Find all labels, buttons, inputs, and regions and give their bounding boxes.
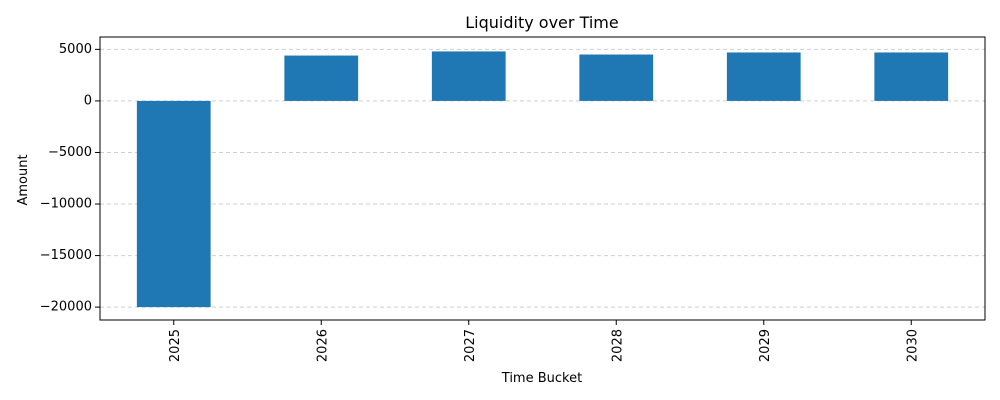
grid-layer xyxy=(100,48,985,308)
y-tick-label: −15000 xyxy=(40,248,92,263)
x-tick-label-2030: 2030 xyxy=(905,329,920,362)
x-tick-label-2029: 2029 xyxy=(758,329,773,362)
bar-2025 xyxy=(136,100,211,308)
x-axis-label: Time Bucket xyxy=(501,371,582,386)
y-tick-label: 0 xyxy=(84,93,92,108)
bar-2027 xyxy=(431,51,506,101)
x-tick-label-2027: 2027 xyxy=(463,329,478,362)
chart-title: Liquidity over Time xyxy=(465,13,618,32)
bar-2030 xyxy=(874,52,949,101)
y-tick-label: −10000 xyxy=(40,197,92,212)
x-tick-label-2025: 2025 xyxy=(168,329,183,362)
y-tick-label: −20000 xyxy=(40,300,92,315)
y-axis: 5000 0 −5000 −10000 −15000 −20000 xyxy=(40,42,100,315)
plot-frame xyxy=(99,36,986,321)
y-tick-label: 5000 xyxy=(59,42,92,57)
y-axis-label: Amount xyxy=(16,154,31,205)
bar-2026 xyxy=(284,55,359,101)
x-tick-label-2028: 2028 xyxy=(610,329,625,362)
bar-2029 xyxy=(726,52,801,101)
y-tick-label: −5000 xyxy=(48,145,92,160)
x-axis: 2025 2026 2027 2028 2029 2030 xyxy=(168,320,920,362)
x-tick-label-2026: 2026 xyxy=(315,329,330,362)
bar-layer xyxy=(136,51,949,308)
bar-2028 xyxy=(579,54,654,101)
